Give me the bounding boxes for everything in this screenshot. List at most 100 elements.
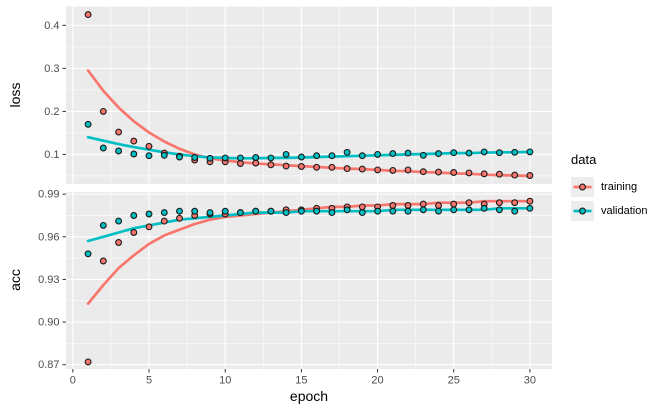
training-acc-point [511,199,519,207]
y-tick-label: 0.99 [38,189,59,201]
training-acc-point [176,214,183,222]
training-acc-point [99,257,107,265]
validation-acc-point [328,209,336,217]
y-axis-title-loss: loss [7,82,23,108]
y-tick-label: 0.90 [38,317,59,329]
y-tick-label: 0.4 [44,20,59,32]
x-tick-label: 10 [219,375,231,387]
validation-loss-point [221,154,229,162]
training-acc-point [404,202,412,209]
training-acc-point [435,202,442,209]
training-acc-point [84,358,92,366]
training-loss-point [358,165,366,173]
validation-loss-point [115,147,123,155]
validation-loss-point [465,149,473,157]
validation-loss-point [99,144,107,152]
validation-acc-point [282,209,290,217]
y-tick-label: 0.3 [44,63,59,75]
training-loss-point [389,166,397,174]
legend-title: data [571,152,597,167]
validation-acc-point [145,210,153,218]
training-loss-point [313,163,321,171]
validation-acc-point [343,206,351,214]
validation-loss-point [404,149,412,157]
validation-acc-point [160,209,168,217]
training-loss-point [297,163,305,170]
training-loss-point [511,171,519,179]
training-loss-point [328,163,336,171]
legend-key-training-icon [571,177,594,197]
legend-label-training: training [601,181,638,193]
validation-acc-point [99,221,107,229]
validation-loss-point [480,148,488,156]
training-acc-point [145,223,153,231]
training-acc-point [495,199,503,207]
training-acc-point [526,197,534,205]
validation-loss-point [343,148,351,156]
x-tick-label: 25 [448,375,460,387]
training-loss-point [450,169,458,176]
y-tick-label: 0.93 [38,274,59,286]
validation-acc-point [84,250,92,258]
y-axis-title-acc: acc [7,269,23,291]
validation-acc-point [130,212,138,219]
validation-acc-point [480,204,488,212]
training-loss-point [99,107,107,115]
training-acc-point [358,203,366,211]
validation-acc-point [404,207,412,215]
validation-acc-point [495,206,503,214]
validation-loss-point [282,150,290,158]
training-acc-point [130,229,138,236]
validation-acc-point [374,207,382,215]
loss-panel [66,6,552,184]
validation-acc-point [252,207,260,215]
training-loss-point [130,137,138,145]
validation-loss-point [191,154,199,161]
validation-loss-point [267,154,275,162]
validation-acc-point [267,207,275,215]
legend-label-validation: validation [601,205,648,217]
training-loss-point [282,162,290,170]
validation-loss-point [328,152,336,160]
validation-acc-point [450,206,458,214]
validation-loss-point [419,151,427,159]
training-acc-point [419,200,427,208]
training-acc-point [115,239,123,246]
validation-loss-point [358,152,366,160]
legend-item-validation: validation [571,201,647,221]
training-loss-point [480,170,488,178]
validation-loss-point [130,150,138,158]
validation-acc-point [236,209,244,217]
training-loss-point [236,160,244,167]
validation-acc-point [297,207,305,215]
validation-acc-point [358,209,366,217]
validation-acc-point [115,217,123,225]
validation-acc-point [435,207,442,215]
validation-acc-point [511,207,519,215]
validation-loss-point [435,150,442,158]
legend-key-point [579,183,586,191]
training-loss-point [374,166,382,174]
training-loss-point [252,159,260,167]
validation-loss-point [313,152,321,160]
training-loss-point [145,142,153,150]
training-loss-point [84,11,92,19]
training-loss-point [404,166,412,174]
training-loss-point [343,165,351,173]
validation-acc-point [206,209,214,217]
training-loss-point [465,169,473,177]
training-loss-point [419,168,427,176]
validation-loss-point [206,154,214,162]
legend-key-validation-icon [571,201,594,221]
validation-loss-point [252,154,260,161]
validation-acc-point [465,206,473,214]
x-tick-label: 0 [70,375,76,387]
validation-loss-point [297,153,305,161]
validation-loss-point [145,152,153,160]
x-tick-label: 20 [371,375,383,387]
validation-acc-point [221,207,229,215]
validation-loss-point [450,149,458,157]
y-tick-label: 0.2 [44,106,59,118]
